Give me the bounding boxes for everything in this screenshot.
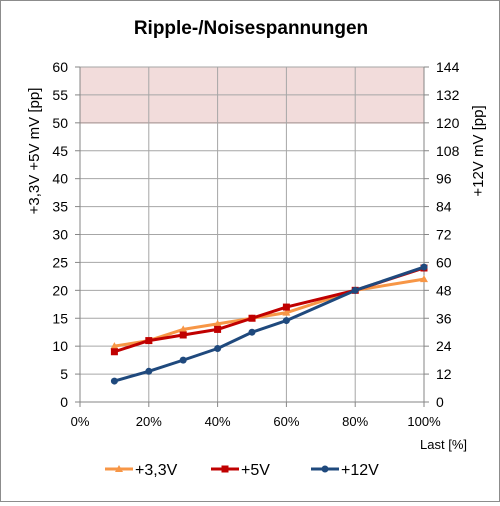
series-0-point bbox=[420, 275, 428, 283]
y-tick-label-right: 120 bbox=[436, 115, 460, 131]
series-0-point bbox=[282, 308, 291, 316]
series-2-line bbox=[113, 265, 425, 383]
y-tick-label-left: 15 bbox=[52, 310, 68, 326]
series-2-point bbox=[351, 286, 359, 294]
y-tick-label-left: 0 bbox=[60, 394, 68, 410]
series-2-point bbox=[420, 263, 428, 271]
legend-swatch-marker bbox=[115, 465, 123, 472]
legend-swatch-marker bbox=[221, 465, 229, 473]
x-tick-label: 40% bbox=[205, 414, 231, 429]
y-tick-label-left: 50 bbox=[52, 115, 68, 131]
gridlines bbox=[80, 66, 425, 402]
y-tick-label-right: 0 bbox=[436, 394, 444, 410]
legend-label: +3,3V bbox=[135, 462, 178, 479]
y-tick-label-left: 45 bbox=[52, 143, 68, 159]
y-tick-label-left: 30 bbox=[52, 227, 68, 243]
legend-label: +12V bbox=[341, 462, 379, 479]
y-tick-label-right: 96 bbox=[436, 171, 452, 187]
series-1-point bbox=[282, 303, 290, 311]
legend: +3,3V +5V +12V bbox=[105, 462, 379, 479]
x-tick-label: 60% bbox=[273, 414, 299, 429]
x-tick-label: 0% bbox=[71, 414, 90, 429]
axes bbox=[75, 66, 429, 407]
y-tick-label-left: 25 bbox=[52, 254, 68, 270]
series-1 bbox=[110, 264, 428, 356]
y-tick-label-right: 48 bbox=[436, 282, 452, 298]
y-tick-label-right: 144 bbox=[436, 59, 460, 75]
y-tick-label-left: 35 bbox=[52, 199, 68, 215]
series-1-point bbox=[179, 331, 187, 339]
series-1-line bbox=[113, 266, 425, 354]
legend-swatch-marker bbox=[321, 465, 329, 473]
series-1-point bbox=[248, 314, 256, 322]
y-axis-label-right: +12V mV [pp] bbox=[470, 105, 487, 196]
series-0-point bbox=[110, 342, 119, 350]
x-tick-label: 100% bbox=[407, 414, 441, 429]
series-1-point bbox=[145, 337, 153, 345]
series-2-point bbox=[214, 344, 222, 352]
y-tick-label-right: 108 bbox=[436, 143, 460, 159]
y-tick-label-right: 72 bbox=[436, 227, 452, 243]
x-tick-label: 20% bbox=[136, 414, 162, 429]
y-tick-label-left: 40 bbox=[52, 171, 68, 187]
series-2-point bbox=[248, 328, 256, 336]
y-tick-label-right: 84 bbox=[436, 199, 452, 215]
series-lines bbox=[110, 263, 428, 385]
series-0-point bbox=[179, 325, 188, 333]
chart-title: Ripple-/Noisespannungen bbox=[134, 18, 368, 39]
y-tick-label-left: 20 bbox=[52, 282, 68, 298]
y-tick-label-left: 5 bbox=[60, 366, 68, 382]
y-tick-label-right: 24 bbox=[436, 338, 452, 354]
tick-labels: 0 0 5 12 10 24 15 36 20 48 25 60 30 72 35 84 40 96 45 108 50… bbox=[52, 59, 459, 429]
x-tick-label: 80% bbox=[342, 414, 368, 429]
y-tick-label-right: 36 bbox=[436, 310, 452, 326]
series-1-point bbox=[214, 325, 222, 333]
x-axis-label: Last [%] bbox=[420, 437, 467, 452]
legend-label: +5V bbox=[241, 462, 270, 479]
y-tick-label-right: 12 bbox=[436, 366, 452, 382]
series-2-point bbox=[282, 317, 290, 325]
series-1-point bbox=[110, 348, 118, 356]
series-2-point bbox=[110, 377, 118, 385]
y-tick-label-right: 132 bbox=[436, 87, 460, 103]
series-0-point bbox=[213, 319, 222, 327]
series-2-point bbox=[179, 356, 187, 364]
series-2 bbox=[110, 263, 428, 385]
series-2-point bbox=[145, 367, 153, 375]
y-tick-label-left: 55 bbox=[52, 87, 68, 103]
y-tick-label-right: 60 bbox=[436, 254, 452, 270]
y-tick-label-left: 60 bbox=[52, 59, 68, 75]
y-tick-label-left: 10 bbox=[52, 338, 68, 354]
y-axis-label-left: +3,3V +5V mV [pp] bbox=[26, 88, 43, 215]
